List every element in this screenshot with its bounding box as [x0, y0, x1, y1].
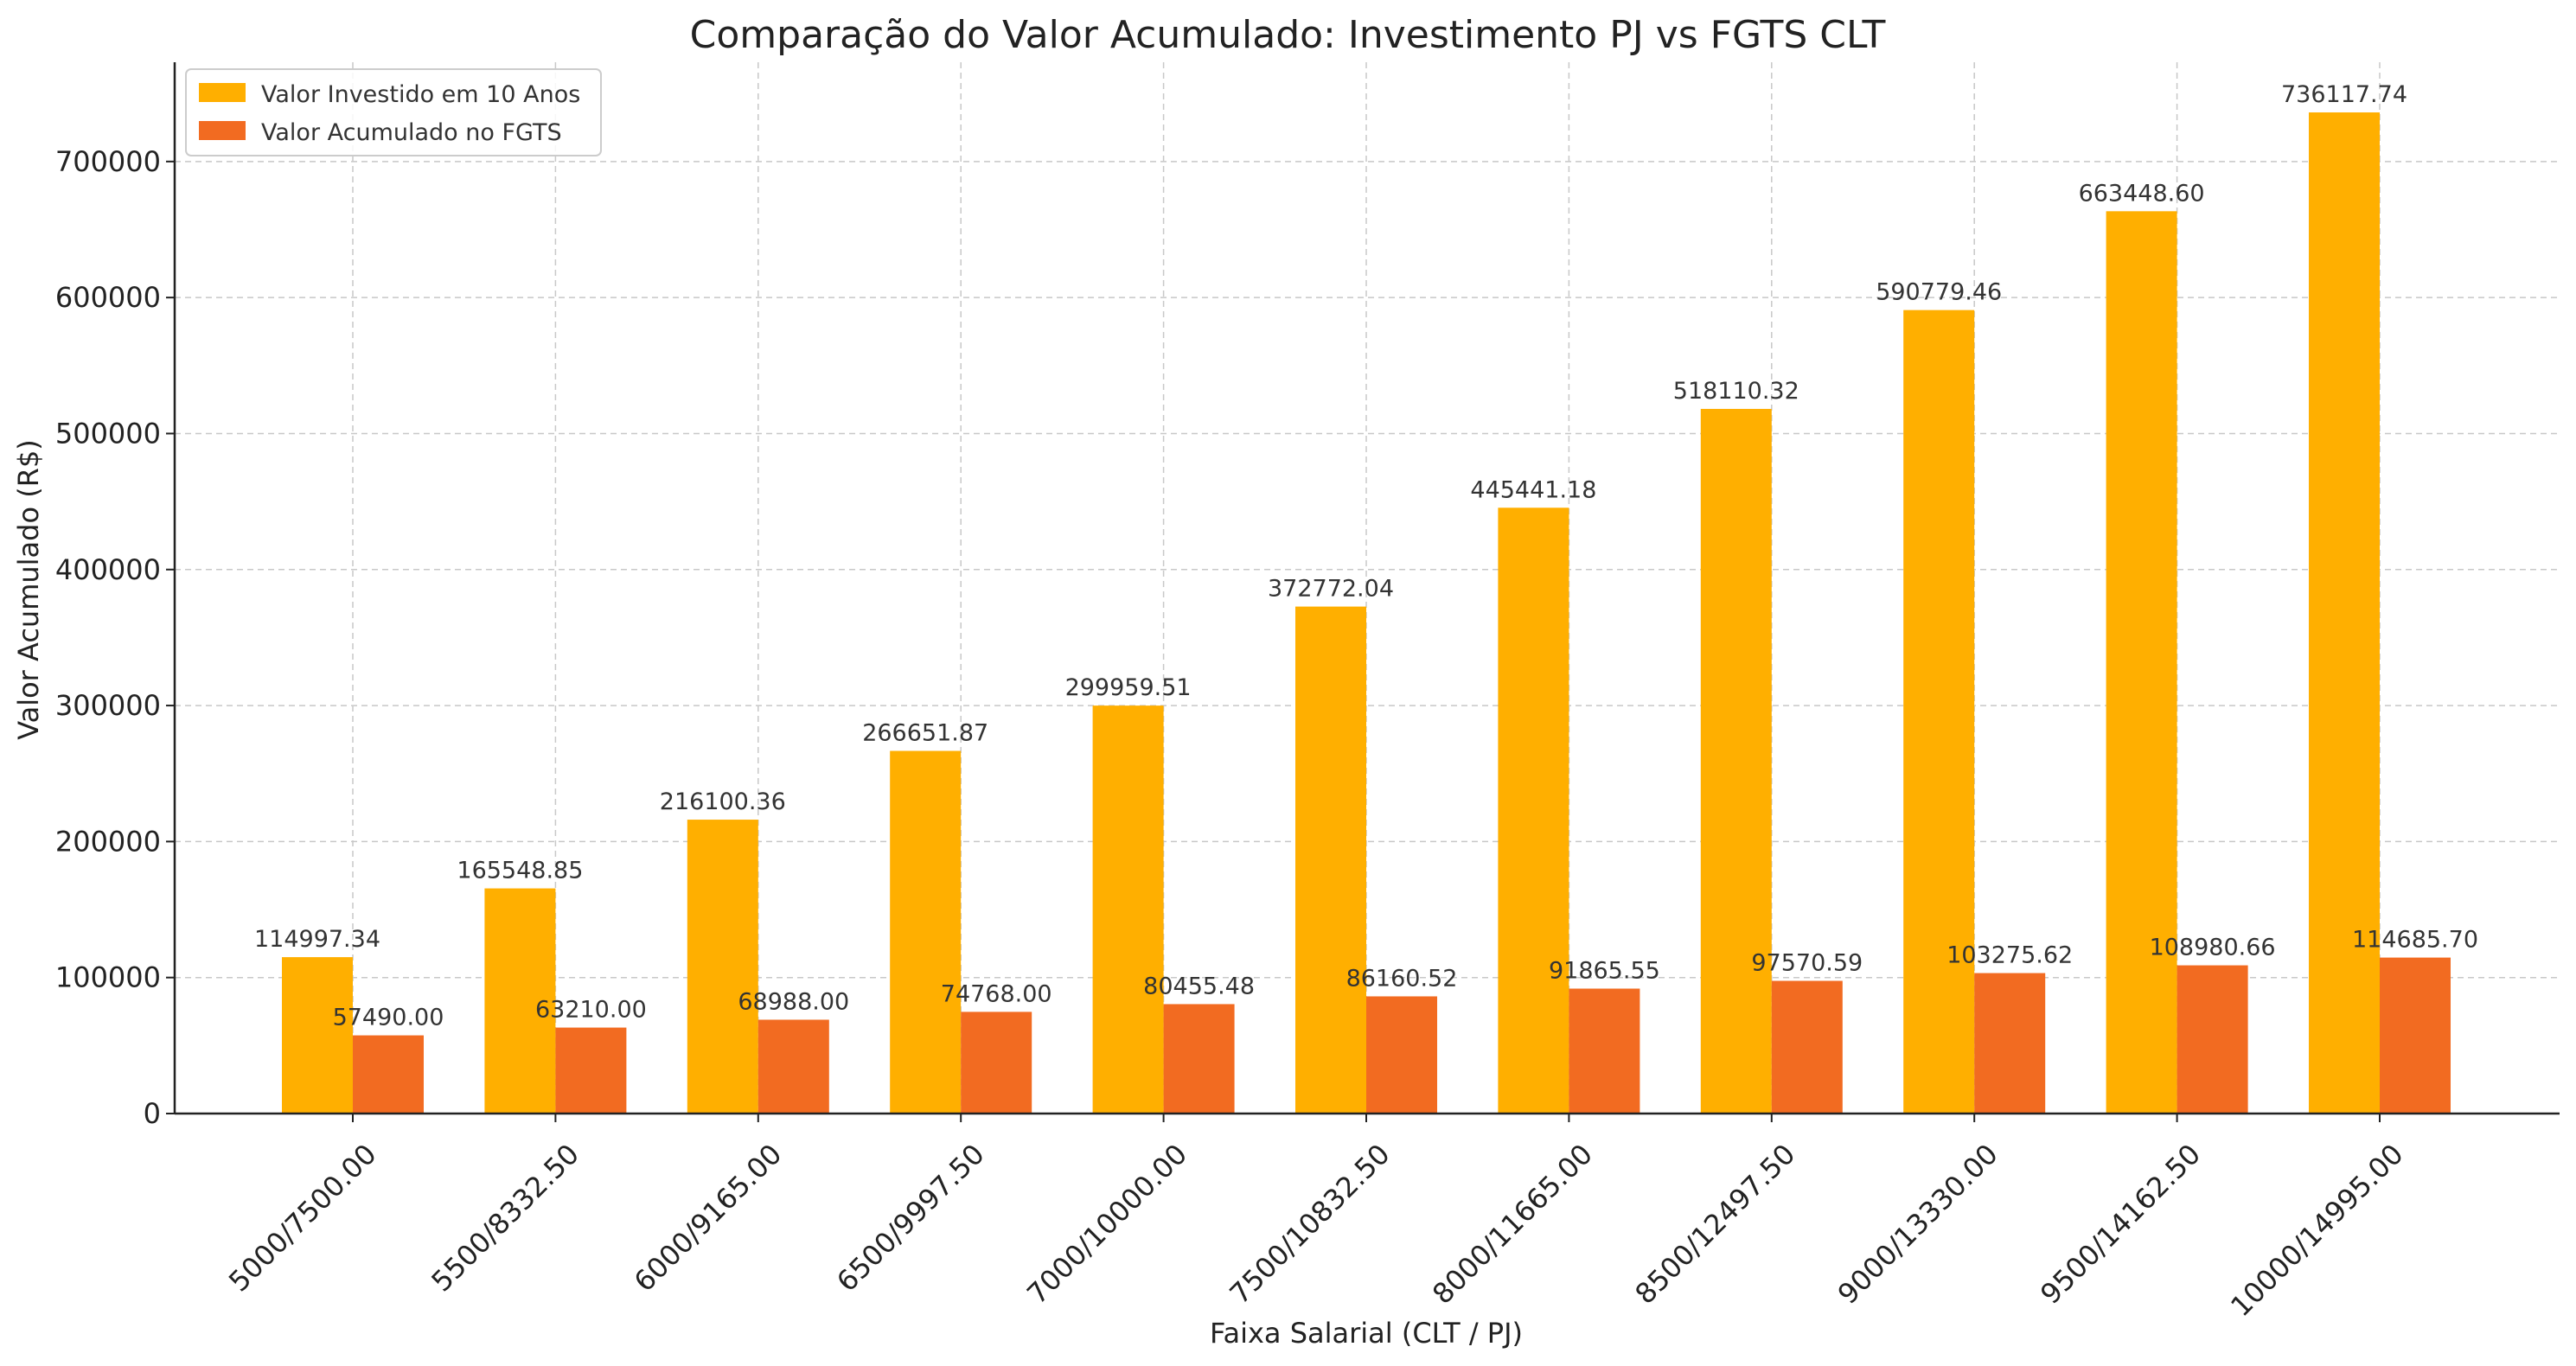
data-label-invested: 165548.85 [457, 858, 583, 884]
bar-fgts [353, 1035, 424, 1114]
x-tick-label: 10000/14995.00 [2224, 1138, 2409, 1323]
data-label-fgts: 108980.66 [2150, 935, 2276, 961]
x-tick-label: 6500/9997.50 [830, 1138, 991, 1299]
legend: Valor Investido em 10 Anos Valor Acumula… [185, 68, 602, 156]
x-tick-label: 7000/10000.00 [1020, 1138, 1193, 1311]
bar-fgts [1569, 988, 1640, 1114]
data-label-fgts: 86160.52 [1346, 965, 1458, 992]
x-tick-label: 7500/10832.50 [1224, 1138, 1397, 1311]
y-tick-label: 700000 [55, 145, 161, 178]
bar-invested [2106, 211, 2177, 1114]
legend-label-invested: Valor Investido em 10 Anos [261, 81, 580, 108]
x-tick-label: 6000/9165.00 [628, 1138, 789, 1299]
data-label-invested: 663448.60 [2079, 180, 2205, 207]
bar-fgts [2176, 965, 2248, 1114]
x-tick-label: 9500/14162.50 [2034, 1138, 2207, 1311]
data-label-invested: 736117.74 [2281, 81, 2407, 108]
x-tick-label: 8500/12497.50 [1628, 1138, 1801, 1311]
y-tick-label: 500000 [55, 417, 161, 450]
bar-invested [890, 750, 962, 1114]
bar-invested [1700, 408, 1772, 1114]
x-tick-label: 9000/13330.00 [1831, 1138, 2004, 1311]
bar-fgts [1163, 1004, 1235, 1114]
data-label-invested: 445441.18 [1470, 476, 1596, 503]
y-tick-label: 100000 [55, 961, 161, 994]
bar-invested [1498, 507, 1569, 1114]
y-tick-label: 600000 [55, 281, 161, 314]
bar-invested [1295, 606, 1366, 1114]
x-axis-label: Faixa Salarial (CLT / PJ) [1210, 1317, 1523, 1350]
data-label-fgts: 63210.00 [535, 997, 647, 1024]
data-labels: 114997.34 165548.85 216100.36 266651.87 2999… [254, 81, 2478, 1031]
bar-invested [1092, 705, 1164, 1114]
data-label-fgts: 68988.00 [738, 988, 849, 1015]
y-tick-label: 400000 [55, 553, 161, 586]
bar-fgts [961, 1012, 1032, 1114]
bar-fgts [2380, 957, 2451, 1114]
bar-invested [282, 957, 353, 1114]
legend-swatch-fgts [199, 121, 246, 140]
bar-fgts [757, 1019, 829, 1114]
data-label-invested: 266651.87 [862, 720, 988, 747]
data-label-invested: 518110.32 [1673, 378, 1799, 405]
bar-invested [687, 820, 758, 1114]
legend-box [185, 68, 602, 156]
data-label-fgts: 80455.48 [1143, 973, 1255, 999]
data-label-fgts: 103275.62 [1946, 942, 2073, 969]
data-label-fgts: 114685.70 [2352, 927, 2478, 954]
x-tick-label: 8000/11665.00 [1426, 1138, 1599, 1311]
bar-invested [2309, 112, 2380, 1114]
bar-fgts [1366, 996, 1437, 1114]
bars [282, 112, 2451, 1114]
y-tick-label: 300000 [55, 689, 161, 722]
y-tick-label: 0 [144, 1097, 161, 1130]
bar-invested [1903, 310, 1975, 1114]
data-label-fgts: 74768.00 [941, 980, 1052, 1007]
data-label-invested: 216100.36 [660, 788, 786, 815]
data-label-invested: 372772.04 [1268, 576, 1394, 603]
data-label-fgts: 97570.59 [1751, 950, 1863, 977]
chart-title: Comparação do Valor Acumulado: Investime… [690, 13, 1886, 57]
x-tick-label: 5500/8332.50 [425, 1138, 585, 1299]
data-label-invested: 299959.51 [1065, 674, 1192, 701]
data-label-invested: 590779.46 [1876, 279, 2002, 306]
bar-fgts [1771, 980, 1843, 1114]
bar-fgts [1974, 973, 2046, 1114]
data-label-invested: 114997.34 [254, 926, 380, 953]
y-tick-label: 200000 [55, 825, 161, 858]
y-axis-label: Valor Acumulado (R$) [12, 439, 45, 740]
data-label-fgts: 57490.00 [333, 1005, 444, 1031]
legend-label-fgts: Valor Acumulado no FGTS [261, 119, 562, 146]
data-label-fgts: 91865.55 [1549, 957, 1660, 984]
bar-invested [484, 888, 556, 1114]
x-tick-label: 5000/7500.00 [222, 1138, 383, 1299]
legend-swatch-invested [199, 83, 246, 102]
bar-fgts [555, 1027, 627, 1114]
